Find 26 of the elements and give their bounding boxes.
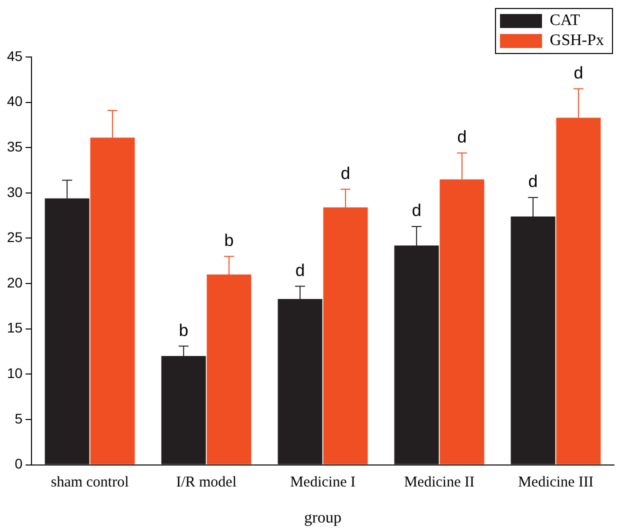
y-tick-label: 5 — [14, 410, 23, 426]
annotation: d — [412, 201, 422, 220]
x-tick-label: Medicine I — [290, 474, 356, 491]
legend-label: GSH-Px — [550, 32, 604, 50]
y-tick-label: 30 — [6, 184, 23, 200]
y-tick-label: 15 — [6, 320, 23, 336]
x-tick-label: I/R model — [176, 474, 237, 491]
y-tick-label: 25 — [6, 229, 23, 246]
y-tick-label: 0 — [14, 456, 23, 472]
y-tick-label: 20 — [6, 274, 23, 290]
annotation: b — [178, 320, 188, 340]
x-tick-label: Medicine III — [518, 474, 594, 491]
y-tick-label: 45 — [6, 48, 23, 64]
y-tick-label: 35 — [6, 138, 23, 154]
x-tick-label: Medicine II — [404, 474, 474, 491]
x-axis-title: group — [304, 510, 342, 527]
annotation: d — [528, 172, 538, 192]
annotation: d — [574, 63, 584, 82]
annotation: d — [457, 128, 467, 147]
legend-label: CAT — [550, 12, 580, 30]
y-tick-label: 40 — [6, 93, 23, 110]
y-tick-label: 10 — [6, 365, 23, 382]
annotation: d — [340, 164, 350, 183]
annotation: b — [224, 231, 234, 250]
annotation: d — [295, 260, 305, 280]
x-tick-label: sham control — [50, 474, 129, 491]
